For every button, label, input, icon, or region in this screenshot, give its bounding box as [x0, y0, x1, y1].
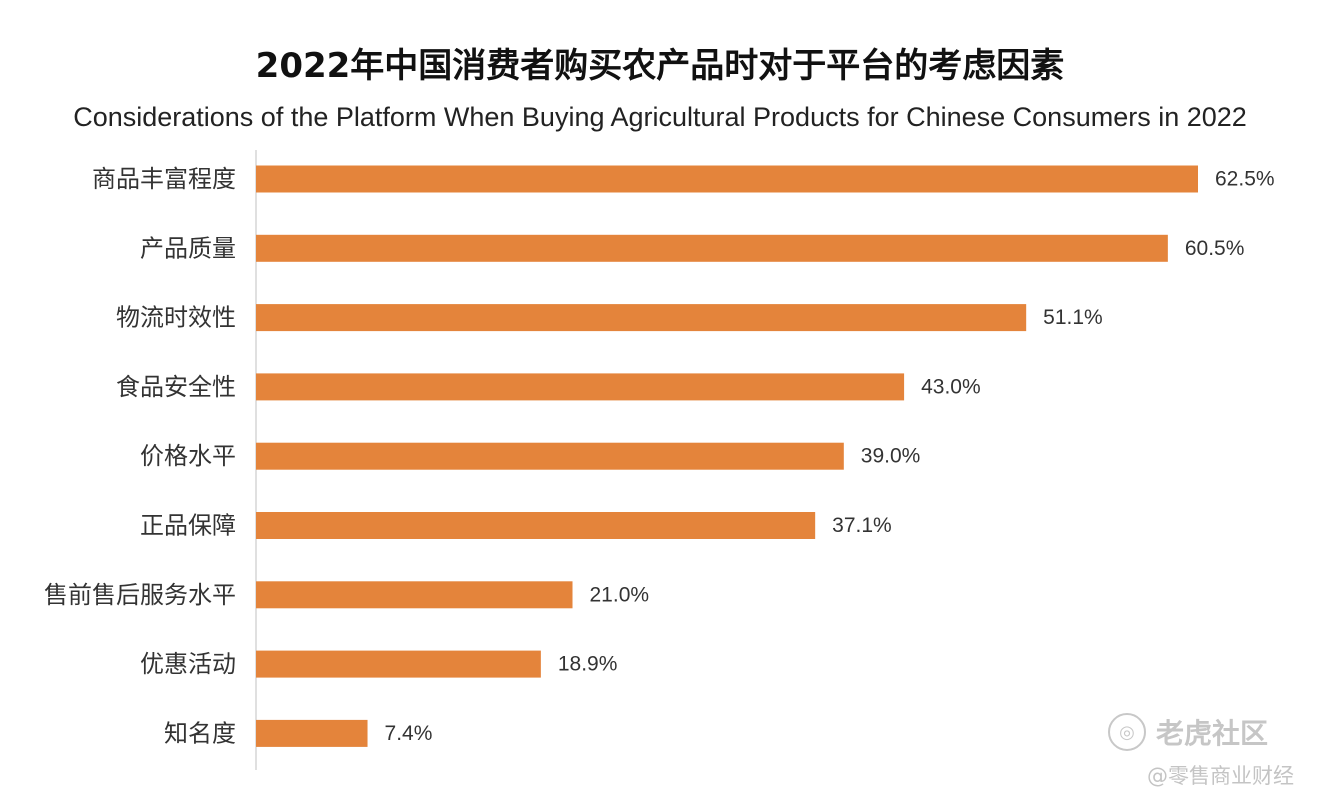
value-label: 43.0%	[921, 375, 981, 398]
value-label: 51.1%	[1043, 306, 1103, 329]
value-label: 39.0%	[861, 445, 921, 468]
category-label: 物流时效性	[116, 304, 236, 332]
value-label: 18.9%	[558, 653, 618, 676]
category-label: 产品质量	[140, 234, 236, 262]
bar	[256, 165, 1198, 193]
category-label: 正品保障	[140, 512, 236, 540]
source-credit: @零售商业财经	[1147, 764, 1294, 788]
category-label: 知名度	[164, 719, 236, 747]
category-label: 售前售后服务水平	[44, 581, 236, 609]
bar	[256, 512, 816, 539]
category-label: 商品丰富程度	[92, 165, 236, 193]
category-label: 优惠活动	[140, 650, 236, 678]
bar	[256, 650, 541, 678]
bar	[256, 442, 844, 470]
watermark: ◎ 老虎社区	[1108, 708, 1308, 756]
bar	[256, 373, 905, 401]
chart-subtitle: Considerations of the Platform When Buyi…	[73, 102, 1247, 132]
value-label: 37.1%	[832, 514, 892, 537]
bar	[256, 581, 573, 609]
value-label: 62.5%	[1215, 168, 1275, 191]
value-label: 60.5%	[1185, 237, 1245, 260]
value-label: 21.0%	[590, 583, 650, 606]
bar-chart: 商品丰富程度 62.5% 产品质量 60.5% 物流时效性 51.1% 食品安全性 43.0%…	[44, 150, 1275, 770]
value-label: 7.4%	[385, 722, 433, 745]
category-label: 食品安全性	[116, 373, 236, 401]
category-label: 价格水平	[140, 442, 236, 470]
tiger-logo-icon: ◎	[1108, 713, 1146, 751]
bar	[256, 234, 1168, 262]
bar	[256, 304, 1027, 332]
bar	[256, 719, 368, 747]
chart-title: 2022年中国消费者购买农产品时对于平台的考虑因素	[255, 46, 1065, 86]
watermark-brand: 老虎社区	[1156, 717, 1269, 750]
